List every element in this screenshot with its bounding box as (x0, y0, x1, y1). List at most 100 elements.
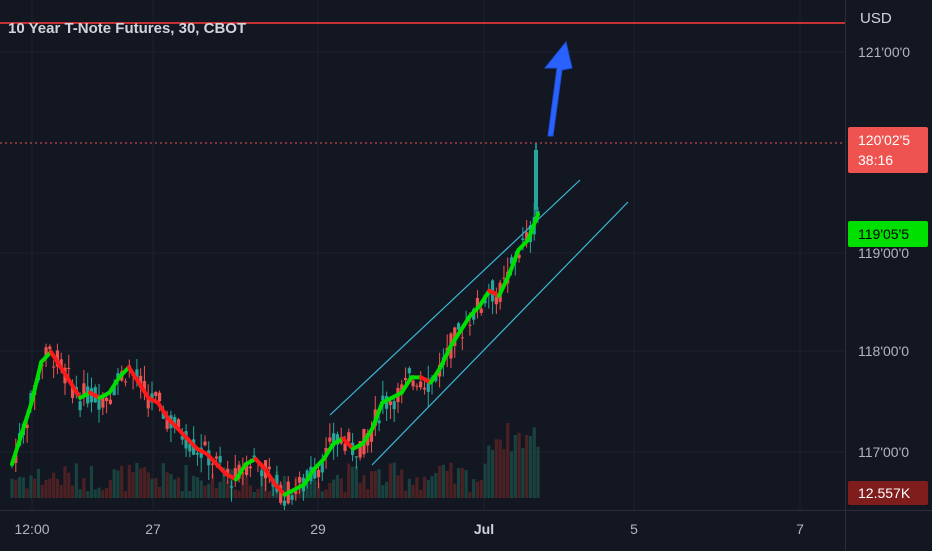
channel-lower-line (371, 201, 629, 466)
candle-body (377, 420, 381, 424)
candle-body (468, 324, 472, 326)
volume-bar (218, 481, 222, 498)
candle-body (82, 383, 86, 397)
volume-bar (33, 478, 37, 498)
ma-segment (58, 365, 73, 385)
chart-canvas[interactable]: 10 Year T-Note Futures, 30, CBOT (0, 0, 845, 510)
currency-label[interactable]: USD (860, 10, 892, 27)
candle-body (229, 486, 234, 488)
candle-body (165, 416, 169, 429)
volume-bar (419, 489, 423, 498)
volume-bar (377, 469, 381, 498)
ma-segment (204, 451, 219, 467)
volume-bar (479, 480, 483, 498)
volume-bar (40, 484, 44, 498)
rising-channel[interactable] (329, 179, 629, 466)
candle-body (139, 375, 143, 388)
ma-segment (253, 457, 268, 472)
candle-body (369, 429, 374, 442)
volume-bar (154, 477, 158, 498)
ma-segment (68, 380, 83, 400)
volume-bar (453, 483, 457, 498)
candle-body (343, 443, 347, 451)
candle-body (214, 456, 218, 459)
volume-bar (17, 477, 22, 498)
candle-body (48, 346, 52, 350)
volume-bar (169, 474, 173, 498)
volume-bar (396, 475, 400, 498)
volume-bar (525, 435, 529, 498)
volume-bar (347, 463, 351, 498)
candle-body (534, 150, 538, 210)
ma-segment (214, 462, 229, 477)
volume-bar (203, 485, 207, 498)
candle-body (290, 495, 294, 500)
volume-bar (513, 434, 517, 498)
volume-bar (67, 472, 71, 498)
candle-body (135, 369, 139, 380)
volume-bar (490, 449, 495, 498)
ma-segment (428, 365, 443, 385)
bar-countdown: 38:16 (858, 152, 894, 168)
ma-segment (29, 360, 44, 405)
volume-bar (350, 466, 355, 498)
candle-body (67, 367, 71, 369)
volume-bar (173, 479, 177, 498)
candle-body (233, 468, 237, 481)
volume-bar (157, 486, 162, 498)
volume-bar (309, 470, 313, 498)
volume-bar (70, 485, 75, 498)
volume-bar (528, 435, 533, 498)
volume-bar (498, 439, 502, 498)
volume-bar (127, 464, 131, 498)
volume-bar (392, 462, 396, 498)
volume-bar (59, 484, 63, 498)
volume-bar (165, 472, 169, 498)
candle-body (52, 366, 56, 368)
volume-bar (142, 467, 147, 498)
candle-body (25, 424, 29, 429)
volume-bar (97, 487, 101, 498)
candle-body (313, 469, 317, 479)
volume-bar (55, 478, 60, 498)
candle-body (260, 470, 264, 477)
ma-segment (175, 426, 190, 441)
ma-segment (234, 462, 248, 482)
candle-body (400, 384, 404, 391)
candle-body (460, 337, 464, 339)
volume-bar (161, 463, 165, 498)
ma-segment (136, 380, 151, 400)
price-chart[interactable] (0, 0, 845, 510)
volume-bar (108, 479, 112, 498)
volume-bar (78, 489, 82, 498)
volume-bar (464, 470, 468, 498)
candle-body (180, 435, 184, 440)
candle-body (252, 455, 256, 458)
candle-body (101, 396, 105, 408)
candle-body (176, 419, 181, 428)
volume-bar (422, 476, 427, 498)
ma-segment (107, 375, 122, 395)
volume-bar (483, 463, 487, 498)
volume-bar (403, 490, 408, 498)
ma-segment (370, 400, 385, 431)
volume-bar (434, 472, 438, 498)
candle-body (123, 381, 128, 383)
volume-bar (195, 477, 200, 498)
volume-bar (10, 478, 14, 498)
candle-body (70, 384, 75, 398)
volume-bar (407, 478, 411, 498)
ma-segment (399, 375, 414, 395)
ma-segment (341, 436, 355, 451)
volume-bar (426, 479, 430, 498)
volume-bar (320, 491, 324, 498)
up-arrow-icon[interactable] (543, 40, 573, 137)
volume-bar (468, 491, 472, 498)
chart-grid (0, 0, 845, 510)
volume-bar (502, 449, 506, 498)
ma-segment (185, 436, 200, 451)
price-axis[interactable]: USD 121'00'0 119'00'0 118'00'0 117'00'0 … (845, 0, 932, 510)
candle-body (392, 401, 396, 410)
time-axis[interactable]: 12:00 27 29 Jul 5 7 (0, 510, 845, 551)
ma-segment (458, 314, 472, 334)
